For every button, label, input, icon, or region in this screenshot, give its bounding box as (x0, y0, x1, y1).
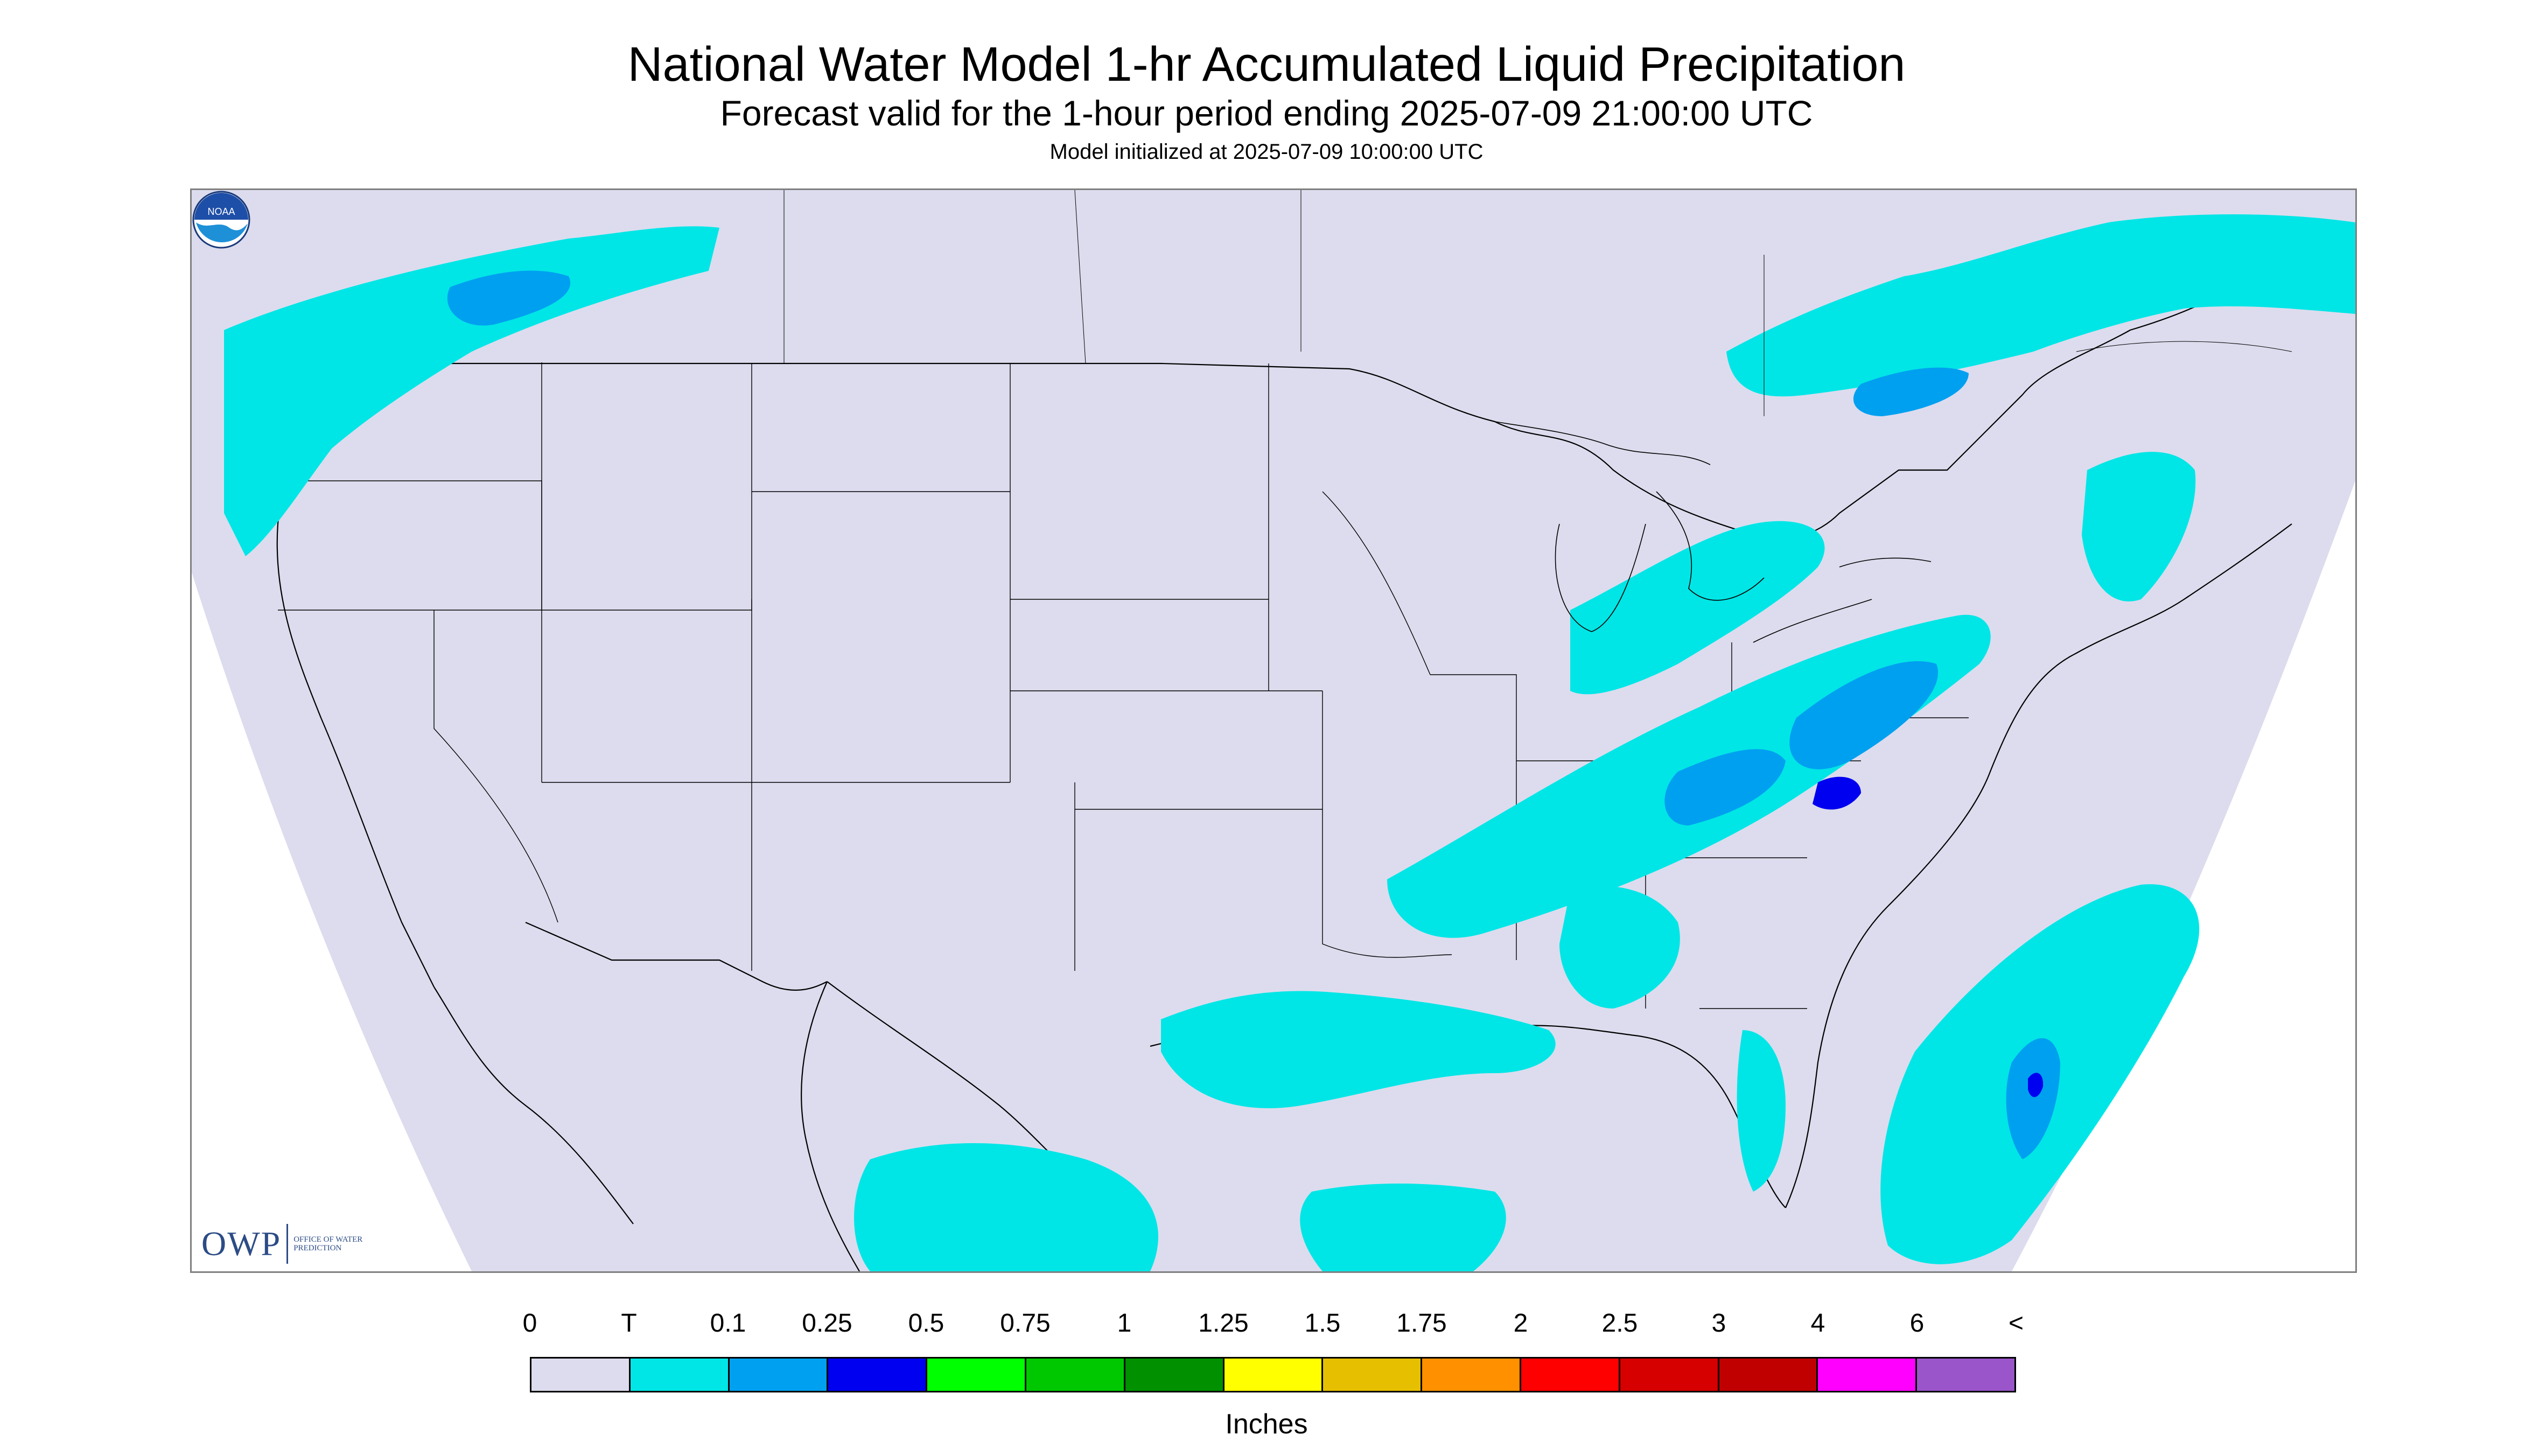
legend-label: 3 (1711, 1309, 1726, 1338)
precip-southeast-scattered (1559, 886, 1680, 1009)
legend-label: 1.25 (1198, 1309, 1249, 1338)
legend-swatch (531, 1359, 631, 1391)
legend-swatch (1026, 1359, 1125, 1391)
precipitation-map: OWP Office of Water Prediction NOAA (190, 188, 2357, 1273)
legend-swatch (927, 1359, 1026, 1391)
legend-label: 6 (1909, 1309, 1925, 1338)
legend-swatch (828, 1359, 928, 1391)
precip-florida (1737, 1030, 1786, 1192)
legend-label: 2.5 (1601, 1309, 1638, 1338)
legend-swatch (1521, 1359, 1620, 1391)
mexico-coast (433, 981, 860, 1271)
legend-swatch (1818, 1359, 1918, 1391)
precip-gulf-south (1300, 1184, 1506, 1271)
legend-label: 0.75 (1000, 1309, 1051, 1338)
legend-swatch (1719, 1359, 1818, 1391)
legend-swatch (1620, 1359, 1719, 1391)
legend-labels: 0 T 0.1 0.25 0.5 0.75 1 1.25 1.5 1.75 2 2.5 3 4 6 < (0, 1308, 2533, 1341)
model-domain (192, 190, 2355, 1271)
legend-swatch (729, 1359, 829, 1391)
atlantic-coast (1785, 523, 2292, 1208)
legend-label: 1.5 (1304, 1309, 1341, 1338)
legend-label: 0.1 (710, 1309, 746, 1338)
noaa-logo-icon: NOAA (192, 191, 250, 249)
legend-swatch (1323, 1359, 1423, 1391)
precip-gulf-coast (1161, 991, 1556, 1109)
legend-units: Inches (1225, 1409, 1308, 1440)
precip-great-lakes (1570, 521, 1825, 695)
owp-logo: OWP Office of Water Prediction (201, 1224, 369, 1264)
legend-color-bar (530, 1357, 2016, 1392)
legend-swatch (1917, 1359, 2014, 1391)
legend-label: 0.5 (908, 1309, 944, 1338)
legend-label: 4 (1810, 1309, 1825, 1338)
precip-northern-mexico (854, 1143, 1158, 1271)
precip-southern-canada (1726, 214, 2355, 397)
us-mexico-border (525, 921, 828, 991)
legend-label: < (2008, 1309, 2024, 1338)
legend-label: T (621, 1309, 637, 1338)
legend-swatch (1224, 1359, 1324, 1391)
great-lakes (1494, 421, 1932, 643)
owp-logo-mark: OWP (201, 1224, 289, 1264)
owp-logo-text: Office of Water Prediction (293, 1235, 363, 1252)
legend-label: 2 (1513, 1309, 1528, 1338)
noaa-logo-text: NOAA (207, 206, 235, 217)
legend-label: 0 (522, 1309, 537, 1338)
state-boundaries (278, 362, 1969, 1009)
legend-swatch (1422, 1359, 1521, 1391)
legend-label: 0.25 (802, 1309, 852, 1338)
model-init-text: Model initialized at 2025-07-09 10:00:00… (1049, 140, 1484, 164)
legend-swatch (1125, 1359, 1224, 1391)
forecast-valid-subtitle: Forecast valid for the 1-hour period end… (720, 93, 1813, 133)
precip-northeast (2082, 452, 2196, 601)
precip-moderate-areas (447, 270, 2060, 1159)
legend-label: 1 (1117, 1309, 1132, 1338)
legend-swatch (630, 1359, 730, 1391)
legend-label: 1.75 (1396, 1309, 1447, 1338)
map-canvas (192, 190, 2355, 1271)
map-title: National Water Model 1-hr Accumulated Li… (627, 38, 1906, 92)
canada-province-lines (783, 190, 2292, 416)
precip-pacific-northwest (224, 226, 719, 557)
